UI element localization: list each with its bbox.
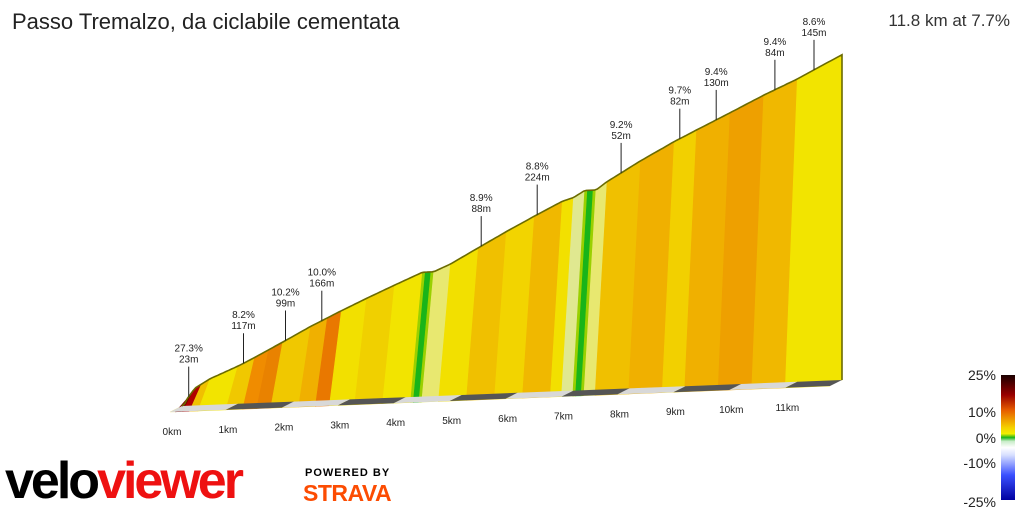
distance-tick-label: 7km bbox=[554, 412, 573, 423]
annotation-length: 23m bbox=[179, 355, 198, 366]
distance-band bbox=[785, 380, 842, 388]
distance-tick-label: 3km bbox=[330, 420, 349, 431]
annotation-grade: 10.2% bbox=[271, 288, 299, 299]
distance-tick-label: 5km bbox=[442, 416, 461, 427]
annotation-length: 52m bbox=[611, 131, 630, 142]
distance-tick-label: 6km bbox=[498, 414, 517, 425]
veloviewer-logo[interactable]: veloviewer bbox=[5, 452, 244, 510]
legend-label: 25% bbox=[967, 367, 996, 383]
distance-band bbox=[617, 386, 686, 395]
distance-band bbox=[170, 403, 238, 412]
annotation-length: 99m bbox=[276, 299, 295, 310]
strava-logo[interactable]: STRAVA bbox=[303, 480, 392, 506]
annotation-length: 224m bbox=[525, 173, 550, 184]
annotation-length: 117m bbox=[231, 321, 255, 332]
distance-tick-label: 4km bbox=[386, 418, 405, 429]
logo-part-viewer: viewer bbox=[97, 452, 244, 510]
distance-band bbox=[393, 395, 462, 404]
gradient-legend-bar bbox=[1001, 375, 1015, 500]
legend-label: -25% bbox=[963, 494, 996, 510]
distance-tick-label: 10km bbox=[719, 405, 743, 416]
distance-band bbox=[729, 381, 798, 390]
distance-tick-label: 0km bbox=[163, 427, 182, 438]
distance-band bbox=[281, 399, 350, 408]
distance-tick-label: 8km bbox=[610, 409, 629, 420]
annotation-grade: 8.6% bbox=[803, 17, 826, 28]
distance-band bbox=[561, 388, 630, 397]
annotation-grade: 9.4% bbox=[764, 37, 787, 48]
powered-by-label: POWERED BY bbox=[305, 467, 391, 479]
distance-band bbox=[225, 401, 294, 410]
annotation-length: 82m bbox=[670, 97, 689, 108]
distance-band bbox=[505, 390, 574, 399]
annotation-grade: 9.2% bbox=[610, 120, 633, 131]
annotation-grade: 8.2% bbox=[232, 310, 255, 321]
annotation-length: 145m bbox=[801, 28, 826, 39]
annotation-grade: 10.0% bbox=[308, 268, 336, 279]
distance-tick-label: 11km bbox=[775, 403, 799, 414]
annotation-length: 84m bbox=[765, 48, 784, 59]
distance-band bbox=[673, 384, 742, 393]
distance-band bbox=[337, 397, 406, 406]
annotation-grade: 8.8% bbox=[526, 162, 549, 173]
annotation-length: 130m bbox=[704, 78, 729, 89]
legend-label: 10% bbox=[967, 404, 996, 420]
distance-tick-label: 9km bbox=[666, 407, 685, 418]
distance-band bbox=[449, 392, 518, 401]
climb-summary: 11.8 km at 7.7% bbox=[888, 11, 1010, 30]
annotation-grade: 9.4% bbox=[705, 67, 728, 78]
distance-tick-label: 2km bbox=[274, 423, 293, 434]
annotation-length: 166m bbox=[309, 279, 334, 290]
distance-tick-label: 1km bbox=[218, 425, 237, 436]
page-title: Passo Tremalzo, da ciclabile cementata bbox=[12, 9, 400, 34]
legend-label: 0% bbox=[975, 430, 996, 446]
legend-label: -10% bbox=[963, 455, 996, 471]
annotation-length: 88m bbox=[471, 204, 490, 215]
logo-part-velo: velo bbox=[5, 452, 100, 510]
annotation-grade: 9.7% bbox=[668, 86, 691, 97]
annotation-grade: 8.9% bbox=[470, 193, 493, 204]
annotation-grade: 27.3% bbox=[175, 344, 203, 355]
